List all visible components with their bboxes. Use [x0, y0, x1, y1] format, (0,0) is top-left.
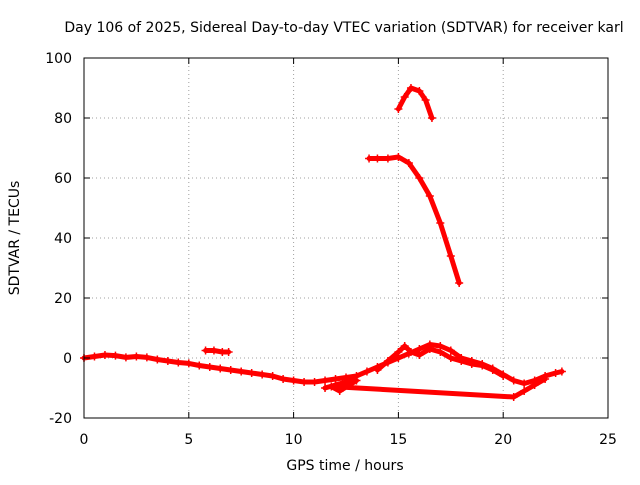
data-point	[415, 174, 424, 182]
data-point	[520, 379, 529, 388]
data-point	[383, 154, 392, 163]
tick-labels: 0 5 10 15 20 25 -20 0 20 40 60 80 100	[45, 51, 617, 448]
data-point	[142, 353, 151, 362]
data-point	[121, 353, 130, 362]
data-point	[394, 105, 403, 113]
data-point	[195, 361, 204, 370]
data-point	[415, 87, 424, 95]
y-tick-label: 20	[54, 291, 72, 307]
data-point	[551, 369, 560, 377]
data-point	[383, 357, 392, 365]
data-point	[209, 346, 218, 355]
data-point	[406, 84, 415, 92]
data-point	[467, 360, 476, 368]
data-point	[205, 363, 214, 371]
data-point	[226, 366, 235, 374]
data-point	[216, 364, 225, 373]
x-tick-label: 10	[285, 432, 303, 448]
data-point	[436, 219, 445, 227]
data-point	[455, 279, 464, 287]
data-marks	[80, 84, 566, 401]
data-point	[509, 376, 518, 385]
data-point	[300, 378, 309, 386]
x-tick-label: 0	[80, 432, 89, 448]
data-point	[362, 367, 371, 376]
grid-lines	[84, 58, 608, 418]
data-point	[373, 366, 382, 374]
x-tick-label: 25	[599, 432, 617, 448]
data-point	[394, 153, 403, 161]
data-point	[425, 345, 434, 353]
y-tick-label: 0	[63, 351, 72, 367]
data-point	[321, 384, 330, 392]
data-point	[436, 348, 445, 356]
y-axis-label: SDTVAR / TECUs	[7, 181, 23, 296]
data-point	[153, 355, 162, 364]
data-point	[224, 348, 233, 356]
data-point	[373, 154, 382, 163]
data-point	[342, 378, 350, 386]
data-point	[289, 376, 298, 385]
data-point	[446, 346, 455, 355]
data-point	[509, 393, 518, 401]
series-line-main-trace	[81, 342, 565, 386]
data-point	[321, 376, 330, 385]
data-point	[404, 159, 413, 167]
data-point	[425, 192, 434, 200]
data-point	[111, 351, 120, 360]
x-axis-label: GPS time / hours	[286, 458, 403, 474]
x-tick-label: 15	[389, 432, 407, 448]
data-point	[90, 352, 99, 361]
data-point	[352, 376, 361, 385]
data-point	[327, 382, 336, 391]
data-point	[446, 252, 455, 260]
data-point	[335, 387, 344, 395]
data-point	[478, 361, 487, 370]
data-point	[201, 346, 210, 355]
y-tick-label: 100	[45, 51, 72, 67]
data-point	[394, 348, 403, 356]
data-point	[163, 357, 172, 365]
data-point	[421, 96, 430, 104]
series-line-peak-arc	[395, 85, 435, 121]
y-tick-label: -20	[49, 411, 72, 427]
data-point	[406, 348, 415, 356]
y-tick-label: 80	[54, 111, 72, 127]
data-point	[541, 375, 550, 383]
data-point	[557, 367, 566, 376]
data-point	[331, 381, 340, 389]
series-line-falling-arc	[366, 154, 462, 286]
data-point	[530, 381, 539, 389]
data-point	[520, 387, 529, 395]
data-point	[400, 93, 409, 101]
data-point	[184, 359, 193, 368]
data-point	[279, 375, 288, 383]
data-point	[237, 367, 246, 376]
x-tick-label: 20	[494, 432, 512, 448]
data-point	[174, 358, 183, 367]
data-point	[310, 378, 319, 386]
data-point	[427, 114, 436, 122]
data-point	[132, 352, 141, 361]
data-point	[488, 366, 497, 374]
chart-title: Day 106 of 2025, Sidereal Day-to-day VTE…	[64, 20, 623, 36]
data-point	[446, 354, 455, 362]
plot-border	[83, 57, 609, 419]
data-point	[100, 351, 109, 359]
data-point	[247, 369, 256, 377]
data-point	[499, 372, 508, 380]
x-tick-label: 5	[184, 432, 193, 448]
data-point	[365, 154, 374, 163]
data-point	[258, 370, 267, 379]
data-point	[415, 351, 424, 359]
data-point	[400, 342, 409, 350]
data-point	[457, 357, 466, 365]
data-point	[268, 372, 277, 380]
plot-frame	[83, 57, 609, 419]
y-tick-label: 40	[54, 231, 72, 247]
y-tick-label: 60	[54, 171, 72, 187]
